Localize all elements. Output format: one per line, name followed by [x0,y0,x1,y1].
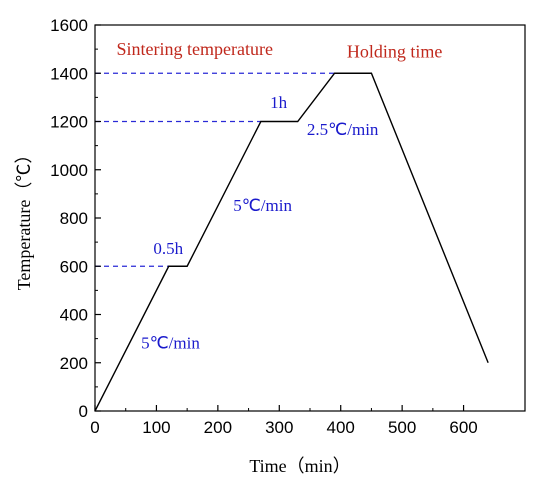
reference-lines [95,72,335,267]
x-tick-label: 100 [142,418,170,437]
x-axis-title: Time（min） [249,456,350,476]
x-tick-label: 400 [327,418,355,437]
y-tick-label: 600 [60,257,88,276]
annotation-label: 5℃/min [233,196,292,215]
annotation-label: Sintering temperature [117,39,273,59]
y-tick-label: 800 [60,209,88,228]
plot-frame [94,24,526,412]
y-tick-label: 1000 [50,161,88,180]
annotation-label: 0.5h [153,239,183,258]
series-line [94,72,489,412]
x-tick-label: 200 [204,418,232,437]
annotation-label: 1h [270,93,288,112]
y-tick-label: 400 [60,306,88,325]
annotation-label: Holding time [347,42,443,62]
series [94,72,489,412]
y-tick-label: 1600 [50,16,88,35]
annotation-label: 2.5℃/min [307,120,379,139]
x-tick-label: 300 [265,418,293,437]
y-tick-label: 1400 [50,64,88,83]
x-tick-label: 500 [388,418,416,437]
y-axis-title: Temperature（℃） [14,146,34,291]
annotation-label: 5℃/min [141,333,200,352]
y-tick-label: 1200 [50,113,88,132]
x-tick-label: 0 [90,418,99,437]
y-tick-label: 0 [79,402,88,421]
axes [94,24,526,412]
annotations: Sintering temperature Holding time 1h 2.5℃/… [117,39,443,352]
x-tick-label: 600 [449,418,477,437]
ticks: 0 100 200 300 400 500 600 0 200 400 600 800 1000 1200… [50,16,478,437]
y-tick-label: 200 [60,354,88,373]
